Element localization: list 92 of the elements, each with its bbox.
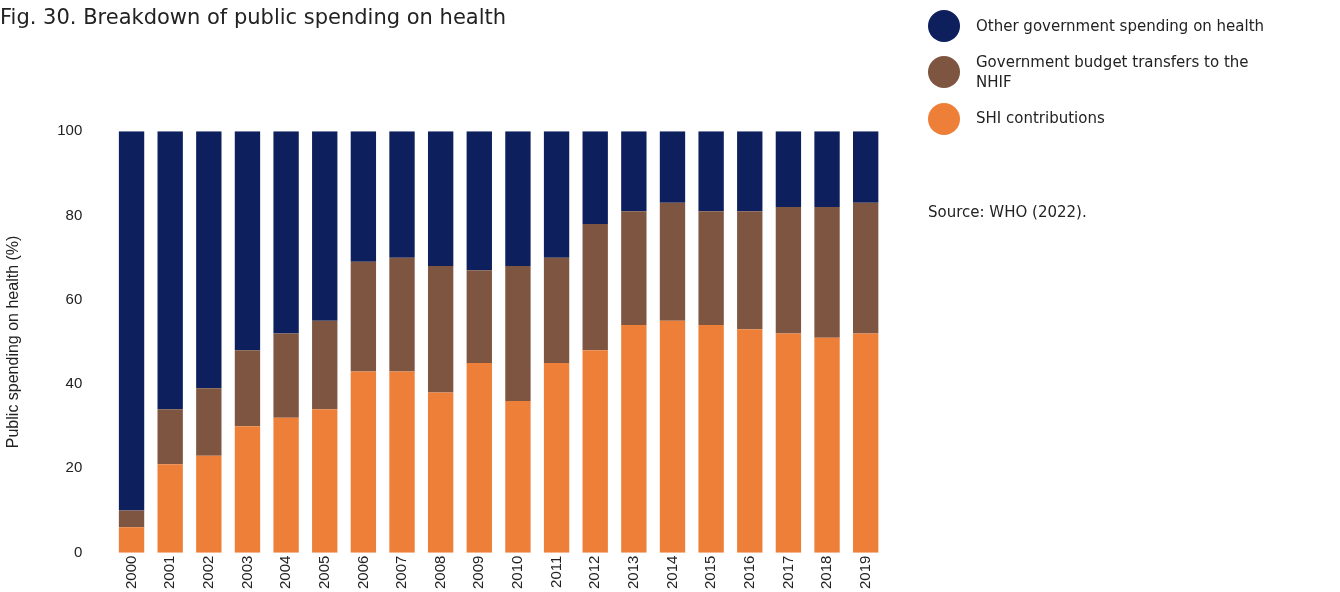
- bar: [273, 417, 299, 553]
- bar: [312, 320, 338, 410]
- bar: [157, 464, 183, 553]
- bar: [350, 131, 377, 262]
- bar: [582, 350, 608, 553]
- bar: [775, 333, 802, 553]
- x-tick-label: 2000: [121, 555, 139, 590]
- bar: [196, 455, 222, 553]
- bar: [427, 131, 454, 267]
- bar: [196, 131, 222, 389]
- x-tick-label: 2002: [198, 555, 216, 590]
- bar: [505, 400, 531, 553]
- x-tick-label: 2006: [353, 555, 371, 590]
- bar: [350, 371, 377, 553]
- bar: [273, 333, 299, 418]
- bar: [659, 131, 686, 203]
- x-tick-label: 2018: [817, 555, 835, 590]
- bar: [814, 131, 840, 208]
- x-tick-label: 2014: [662, 555, 680, 590]
- x-tick-label: 2007: [392, 555, 410, 590]
- bar: [582, 223, 608, 351]
- x-tick-label: 2012: [585, 555, 603, 590]
- bar: [389, 131, 415, 258]
- y-tick-label: 20: [65, 458, 83, 476]
- bar: [157, 131, 183, 410]
- bar: [698, 211, 724, 326]
- x-tick-label: 2011: [546, 555, 564, 588]
- bar: [853, 333, 879, 553]
- x-tick-label: 2004: [276, 555, 294, 590]
- bar: [853, 202, 879, 334]
- bar: [814, 337, 840, 553]
- bar: [621, 325, 647, 553]
- x-tick-label: 2019: [855, 555, 873, 590]
- bar: [118, 131, 145, 511]
- bar: [466, 270, 492, 363]
- bar: [312, 131, 338, 321]
- bar: [312, 409, 338, 553]
- bar: [737, 329, 763, 553]
- y-tick-label: 60: [65, 289, 83, 307]
- bar: [621, 131, 647, 212]
- bar: [698, 325, 724, 553]
- bar: [234, 350, 261, 427]
- x-tick-label: 2001: [160, 555, 178, 590]
- source-note: Source: WHO (2022).: [928, 203, 1087, 221]
- bar: [466, 131, 492, 271]
- x-tick-label: 2016: [739, 555, 757, 590]
- x-tick-label: 2010: [508, 555, 526, 590]
- y-tick-label: 80: [65, 205, 83, 223]
- bar: [621, 211, 647, 326]
- bar: [582, 131, 608, 224]
- bar: [118, 527, 145, 553]
- bar: [350, 261, 377, 372]
- bar: [466, 362, 492, 553]
- bar: [234, 131, 261, 351]
- x-tick-label: 2015: [701, 555, 719, 590]
- bar: [118, 510, 145, 528]
- bar: [427, 266, 454, 393]
- bar: [543, 362, 570, 553]
- bar: [389, 371, 415, 553]
- bar: [659, 320, 686, 553]
- x-tick-label: 2009: [469, 555, 487, 590]
- bar: [273, 131, 299, 334]
- x-tick-label: 2013: [623, 555, 641, 590]
- bar: [505, 266, 531, 401]
- legend-label: Government budget transfers to the NHIF: [976, 52, 1250, 93]
- bar: [389, 257, 415, 372]
- bar: [157, 409, 183, 465]
- bar: [737, 131, 763, 212]
- bar: [196, 388, 222, 456]
- bar: [543, 257, 570, 363]
- bar: [543, 131, 570, 258]
- x-tick-label: 2017: [778, 555, 796, 590]
- bar: [698, 131, 724, 212]
- bar: [853, 131, 879, 203]
- bar: [775, 207, 802, 334]
- y-tick-label: 100: [57, 121, 83, 139]
- bar: [427, 392, 454, 553]
- bar: [234, 426, 261, 553]
- x-tick-label: 2005: [314, 555, 332, 590]
- chart-title: Fig. 30. Breakdown of public spending on health: [0, 5, 507, 30]
- legend-label: Other government spending on health: [976, 15, 1265, 37]
- bar: [814, 207, 840, 338]
- bar: [775, 131, 802, 208]
- bar: [505, 131, 531, 267]
- x-tick-label: 2003: [237, 555, 255, 590]
- y-axis-title: Public spending on health (%): [4, 235, 22, 449]
- y-tick-label: 0: [73, 542, 83, 560]
- y-tick-label: 40: [65, 374, 83, 392]
- bar: [659, 202, 686, 321]
- x-tick-label: 2008: [430, 555, 448, 590]
- bar: [737, 211, 763, 330]
- legend-label: SHI contributions: [976, 108, 1105, 129]
